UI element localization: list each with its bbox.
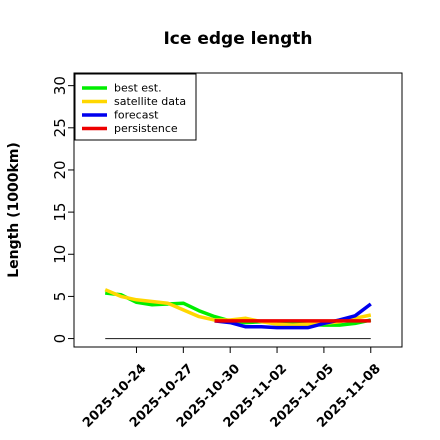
plot-frame <box>73 72 403 348</box>
legend: best est.satellite dataforecastpersisten… <box>74 73 197 141</box>
y-axis-label: Length (1000km) <box>6 142 22 278</box>
y-tick-label: 30 <box>51 76 69 95</box>
legend-label: persistence <box>114 122 178 135</box>
y-tick-label: 15 <box>51 203 69 222</box>
chart-title: Ice edge length <box>163 29 312 49</box>
y-tick-label: 5 <box>51 292 69 302</box>
plot-area <box>104 288 372 340</box>
legend-label: forecast <box>114 109 159 122</box>
x-axis: 2025-10-242025-10-272025-10-302025-11-02… <box>80 347 384 431</box>
y-tick-label: 20 <box>51 160 69 179</box>
y-axis: 0 5 10 15 20 25 30 <box>51 76 74 343</box>
series-line-forecast <box>214 302 372 330</box>
legend-label: satellite data <box>114 95 186 108</box>
legend-label: best est. <box>114 82 162 95</box>
y-tick-label: 10 <box>51 245 69 264</box>
y-tick-label: 25 <box>51 118 69 137</box>
y-tick-label: 0 <box>51 334 69 344</box>
